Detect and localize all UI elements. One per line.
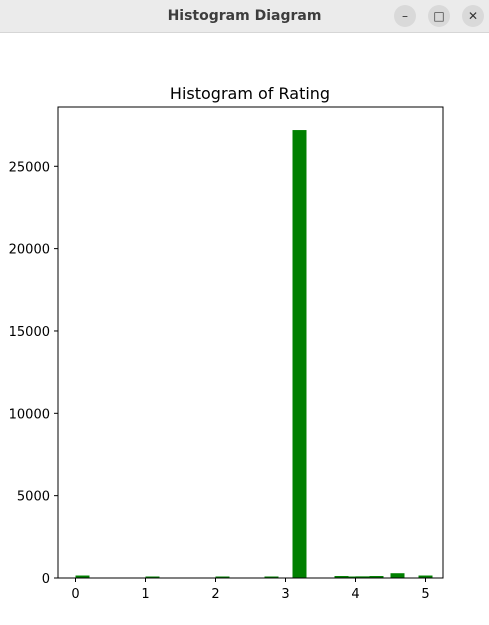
bars-group	[75, 130, 433, 578]
x-tick-label: 0	[71, 587, 79, 602]
axes-frame	[57, 106, 444, 579]
window-title: Histogram Diagram	[167, 8, 322, 24]
minimize-button[interactable]: –	[394, 5, 416, 27]
histogram-bar	[145, 576, 160, 578]
histogram-bar	[75, 575, 90, 578]
histogram-bar	[369, 576, 384, 578]
plot-area: Histogram of Rating 0 1 2 3 4 5 0 5000 10000 150…	[0, 34, 489, 621]
x-tick-label: 2	[211, 587, 219, 602]
histogram-chart: Histogram of Rating 0 1 2 3 4 5 0 5000 10000 150…	[9, 84, 444, 602]
histogram-bar	[264, 576, 279, 578]
close-button[interactable]: ✕	[462, 5, 484, 27]
x-tick-label: 5	[421, 587, 429, 602]
histogram-bar	[390, 573, 405, 578]
maximize-button[interactable]: □	[428, 5, 450, 27]
histogram-bar	[292, 130, 307, 578]
x-tick-label: 4	[351, 587, 359, 602]
histogram-bar	[418, 575, 433, 578]
close-icon: ✕	[467, 9, 479, 23]
y-tick-label: 5000	[17, 490, 50, 505]
x-tick-label: 1	[141, 587, 149, 602]
chart-title: Histogram of Rating	[170, 84, 330, 103]
y-tick-label: 10000	[9, 407, 50, 422]
histogram-bar	[215, 576, 230, 578]
window-titlebar: Histogram Diagram – □ ✕	[0, 0, 489, 33]
y-axis-ticks: 0 5000 10000 15000 20000 25000	[9, 160, 58, 587]
y-tick-label: 20000	[9, 243, 50, 258]
y-tick-label: 0	[42, 572, 50, 587]
histogram-bar	[334, 576, 349, 578]
x-axis-ticks: 0 1 2 3 4 5	[71, 578, 430, 602]
y-tick-label: 25000	[9, 160, 50, 175]
x-tick-label: 3	[281, 587, 289, 602]
minimize-icon: –	[402, 9, 408, 23]
maximize-icon: □	[433, 9, 445, 23]
histogram-bar	[355, 576, 370, 578]
y-tick-label: 15000	[9, 325, 50, 340]
